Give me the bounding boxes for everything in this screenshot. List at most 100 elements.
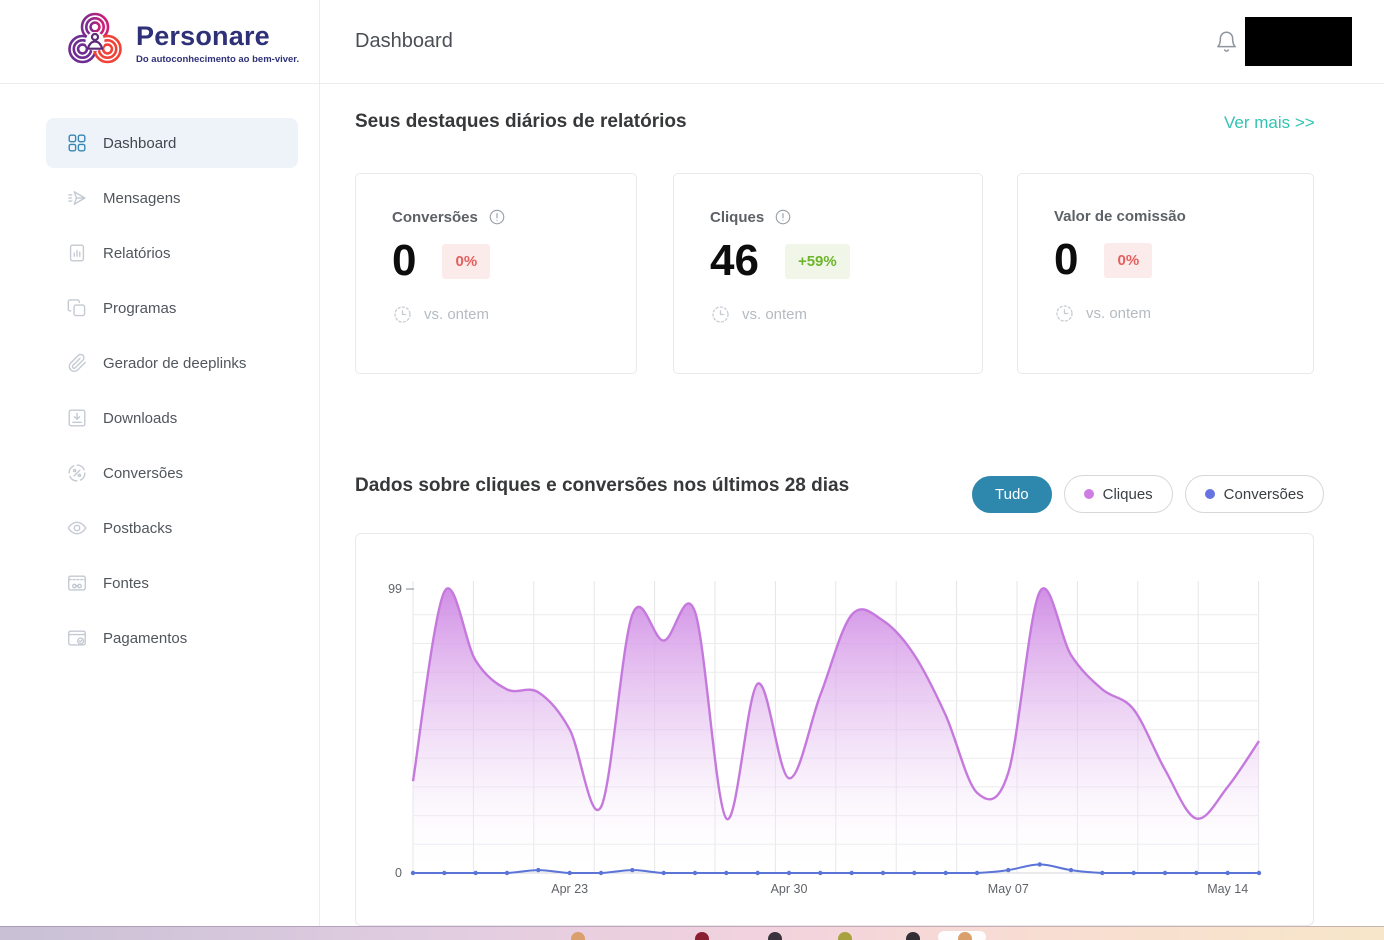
background-app-dot bbox=[958, 932, 972, 940]
stat-card-cliques: Cliques 46 +59% vs. ontem bbox=[673, 173, 983, 374]
sidebar: Personare Do autoconhecimento ao bem-viv… bbox=[0, 0, 320, 939]
filter-label: Tudo bbox=[995, 486, 1029, 503]
stat-label: Conversões bbox=[392, 208, 478, 226]
report-icon bbox=[66, 242, 88, 264]
sidebar-item-pagamentos[interactable]: Pagamentos bbox=[46, 613, 298, 663]
page-title: Dashboard bbox=[355, 30, 453, 52]
sidebar-item-gerador-de-deeplinks[interactable]: Gerador de deeplinks bbox=[46, 338, 298, 388]
sidebar-item-label: Downloads bbox=[103, 409, 178, 427]
notifications-bell-icon[interactable] bbox=[1215, 30, 1238, 54]
conversoes-points bbox=[410, 862, 1262, 876]
info-icon[interactable] bbox=[774, 208, 792, 226]
stat-value-row: 0 0% bbox=[1054, 238, 1313, 282]
stat-footer: vs. ontem bbox=[392, 304, 636, 325]
sidebar-item-relatorios[interactable]: Relatórios bbox=[46, 228, 298, 278]
stat-card-header: Conversões bbox=[392, 208, 636, 226]
stat-value-row: 46 +59% bbox=[710, 239, 982, 283]
stat-value: 0 bbox=[392, 236, 417, 285]
sidebar-item-label: Fontes bbox=[103, 574, 149, 592]
y-axis-min-label: 0 bbox=[395, 866, 402, 880]
background-app-dot bbox=[695, 932, 709, 940]
sidebar-item-label: Relatórios bbox=[103, 244, 171, 262]
clock-icon bbox=[710, 304, 731, 325]
user-menu-redacted[interactable] bbox=[1245, 17, 1352, 66]
percent-icon bbox=[66, 462, 88, 484]
brand-text: Personare Do autoconhecimento ao bem-viv… bbox=[136, 20, 300, 65]
download-icon bbox=[66, 407, 88, 429]
filter-pill-conversoes[interactable]: Conversões bbox=[1184, 475, 1324, 513]
x-axis-label: Apr 23 bbox=[551, 882, 588, 896]
sidebar-menu: Dashboard Mensagens Relatórios Programas Ger… bbox=[46, 118, 298, 668]
stat-label: Cliques bbox=[710, 208, 765, 226]
sidebar-item-label: Pagamentos bbox=[103, 629, 188, 647]
window-link-icon bbox=[66, 572, 88, 594]
stat-change-badge: +59% bbox=[784, 243, 850, 279]
clock-icon bbox=[392, 304, 413, 325]
sidebar-item-label: Programas bbox=[103, 299, 177, 317]
stat-card-valor-de-comissao: Valor de comissão 0 0% vs. ontem bbox=[1017, 173, 1314, 374]
x-axis-labels: Apr 23 Apr 30 May 07 May 14 bbox=[551, 882, 1248, 896]
clock-icon bbox=[1054, 303, 1075, 324]
x-axis-label: May 14 bbox=[1207, 882, 1248, 896]
chart-section-title: Dados sobre cliques e conversões nos últ… bbox=[355, 475, 850, 496]
info-icon[interactable] bbox=[488, 208, 506, 226]
brand-tagline: Do autoconhecimento ao bem-viver. bbox=[136, 53, 300, 65]
background-app-dot bbox=[838, 932, 852, 940]
sidebar-item-postbacks[interactable]: Postbacks bbox=[46, 503, 298, 553]
conversoes-line bbox=[413, 863, 1259, 874]
stat-footer-label: vs. ontem bbox=[742, 306, 808, 323]
stat-footer: vs. ontem bbox=[1054, 303, 1313, 324]
stat-card-header: Cliques bbox=[710, 208, 982, 226]
sidebar-item-label: Dashboard bbox=[103, 134, 177, 152]
header-divider bbox=[0, 83, 1384, 84]
x-axis-label: Apr 30 bbox=[771, 882, 808, 896]
sidebar-item-programas[interactable]: Programas bbox=[46, 283, 298, 333]
sidebar-item-fontes[interactable]: Fontes bbox=[46, 558, 298, 608]
stat-label: Valor de comissão bbox=[1054, 208, 1186, 225]
brand-logo[interactable]: Personare Do autoconhecimento ao bem-viv… bbox=[62, 8, 299, 79]
filter-pill-cliques[interactable]: Cliques bbox=[1063, 475, 1173, 513]
clicks-conversions-chart-card: 99 0 Apr 23 Apr 30 May 07 May 14 bbox=[355, 533, 1314, 926]
filter-label: Cliques bbox=[1102, 485, 1153, 503]
send-icon bbox=[66, 187, 88, 209]
sidebar-item-dashboard[interactable]: Dashboard bbox=[46, 118, 298, 168]
paperclip-icon bbox=[66, 352, 88, 374]
stat-card-header: Valor de comissão bbox=[1054, 208, 1313, 225]
see-more-link[interactable]: Ver mais >> bbox=[1224, 113, 1315, 132]
sidebar-item-conversoes[interactable]: Conversões bbox=[46, 448, 298, 498]
stat-card-conversoes: Conversões 0 0% vs. ontem bbox=[355, 173, 637, 374]
stat-footer-label: vs. ontem bbox=[424, 306, 490, 323]
grid-icon bbox=[66, 132, 88, 154]
sidebar-item-downloads[interactable]: Downloads bbox=[46, 393, 298, 443]
desktop-background-strip bbox=[0, 926, 1384, 940]
stat-change-badge: 0% bbox=[442, 243, 491, 279]
stat-value-row: 0 0% bbox=[392, 239, 636, 283]
stat-change-badge: 0% bbox=[1104, 242, 1153, 278]
window-check-icon bbox=[66, 627, 88, 649]
series-dot-icon bbox=[1204, 489, 1215, 499]
highlights-title: Seus destaques diários de relatórios bbox=[355, 111, 687, 132]
stat-footer: vs. ontem bbox=[710, 304, 982, 325]
chart-filter-pills: Tudo Cliques Conversões bbox=[972, 475, 1324, 513]
personare-logo-icon bbox=[62, 8, 128, 79]
stat-value: 0 bbox=[1054, 235, 1079, 284]
background-app-dot bbox=[906, 932, 920, 940]
filter-label: Conversões bbox=[1223, 485, 1304, 503]
series-dot-icon bbox=[1083, 489, 1094, 499]
sidebar-item-label: Mensagens bbox=[103, 189, 181, 207]
sidebar-item-label: Conversões bbox=[103, 464, 184, 482]
eye-icon bbox=[66, 517, 88, 539]
cliques-line bbox=[411, 587, 1260, 820]
filter-pill-tudo[interactable]: Tudo bbox=[972, 476, 1052, 513]
y-axis-max-label: 99 bbox=[388, 582, 402, 596]
sidebar-item-mensagens[interactable]: Mensagens bbox=[46, 173, 298, 223]
background-app-dot bbox=[768, 932, 782, 940]
stat-footer-label: vs. ontem bbox=[1086, 305, 1152, 322]
background-app-dot bbox=[571, 932, 585, 940]
sidebar-item-label: Gerador de deeplinks bbox=[103, 354, 247, 372]
copy-icon bbox=[66, 297, 88, 319]
x-axis-label: May 07 bbox=[988, 882, 1029, 896]
brand-name: Personare bbox=[136, 20, 270, 51]
sidebar-item-label: Postbacks bbox=[103, 519, 173, 537]
clicks-conversions-chart: 99 0 Apr 23 Apr 30 May 07 May 14 bbox=[388, 581, 1262, 896]
